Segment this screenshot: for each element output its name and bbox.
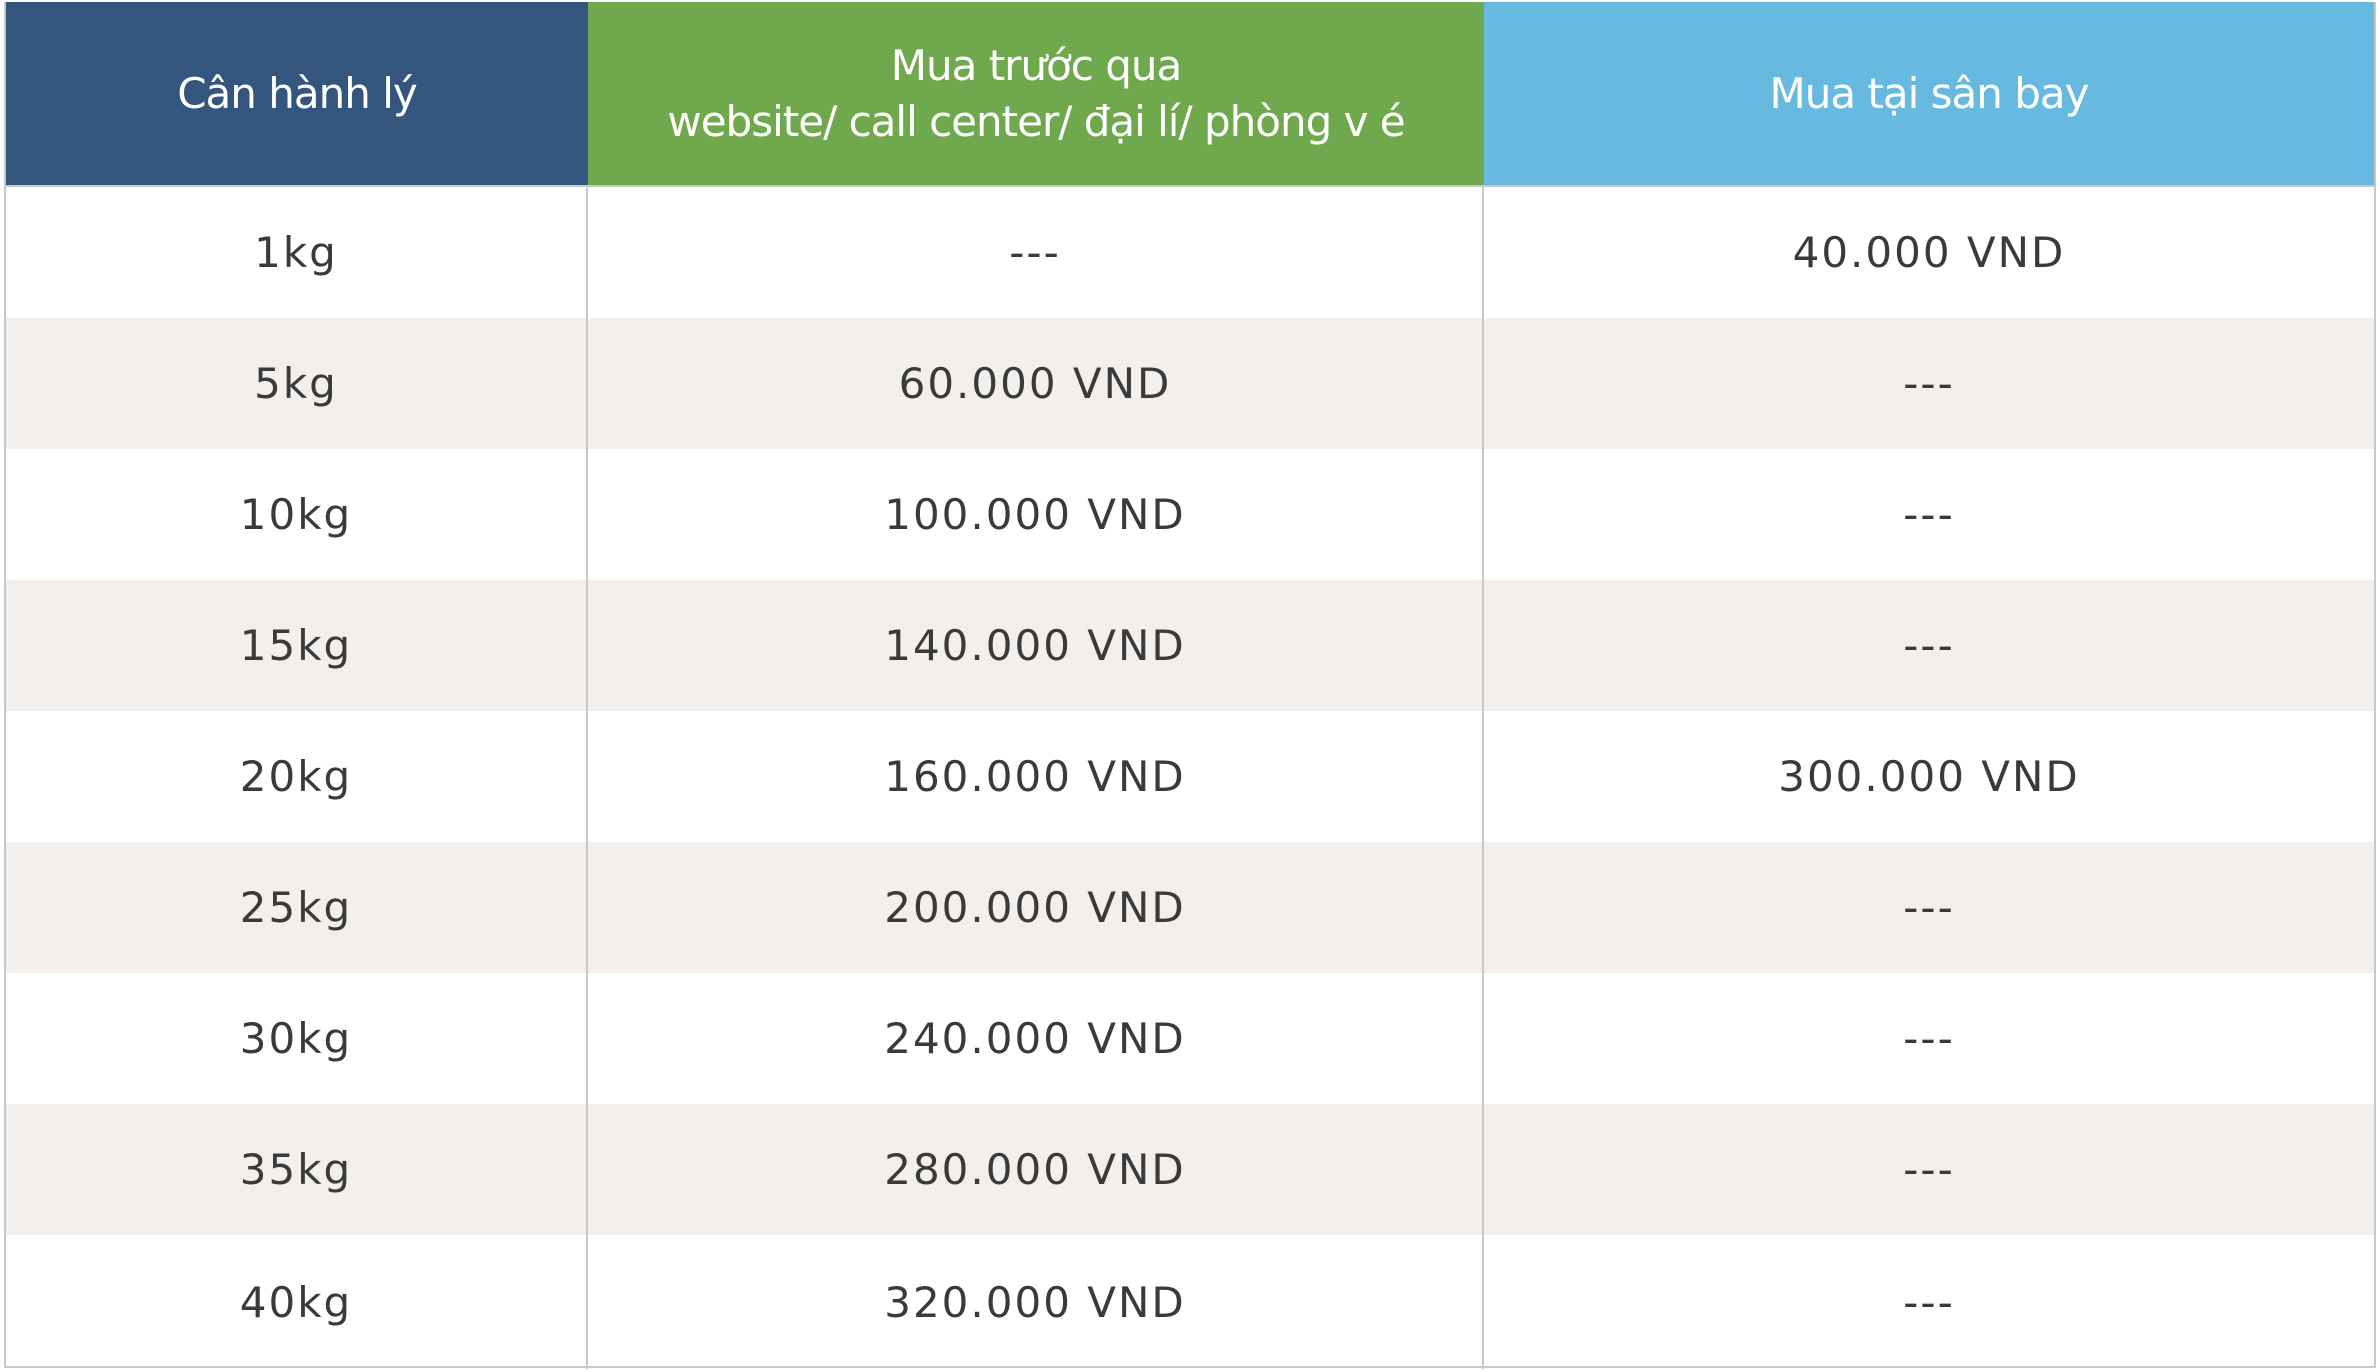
- cell-prepaid-price: 320.000 VND: [588, 1235, 1484, 1369]
- cell-prepaid-price: 60.000 VND: [588, 318, 1484, 449]
- header-prepaid-line1: Mua trước qua: [890, 40, 1182, 90]
- table-row: 20kg 160.000 VND 300.000 VND: [6, 711, 2374, 842]
- table-row: 1kg --- 40.000 VND: [6, 187, 2374, 318]
- cell-prepaid-price: 200.000 VND: [588, 842, 1484, 973]
- cell-prepaid-price: 100.000 VND: [588, 449, 1484, 580]
- cell-airport-price: ---: [1903, 621, 1955, 670]
- cell-airport-price: ---: [1903, 359, 1955, 408]
- cell-airport-price: ---: [1903, 490, 1955, 539]
- header-weight-label: Cân hành lý: [177, 68, 418, 118]
- header-prepaid: Mua trước qua website/ call center/ đại …: [588, 2, 1484, 185]
- cell-airport-price: 40.000 VND: [1792, 228, 2066, 277]
- cell-weight: 25kg: [6, 842, 588, 973]
- cell-weight: 35kg: [6, 1104, 588, 1235]
- header-airport: Mua tại sân bay: [1484, 2, 2374, 185]
- table-row: 15kg 140.000 VND ---: [6, 580, 2374, 711]
- cell-weight: 30kg: [6, 973, 588, 1104]
- cell-weight: 40kg: [6, 1235, 588, 1369]
- cell-prepaid-price: 280.000 VND: [588, 1104, 1484, 1235]
- table-row: 25kg 200.000 VND ---: [6, 842, 2374, 973]
- cell-prepaid-price: 140.000 VND: [588, 580, 1484, 711]
- cell-prepaid-price: 240.000 VND: [588, 973, 1484, 1104]
- cell-airport-price: ---: [1903, 883, 1955, 932]
- cell-weight: 5kg: [6, 318, 588, 449]
- table-row: 30kg 240.000 VND ---: [6, 973, 2374, 1104]
- table-row: 10kg 100.000 VND ---: [6, 449, 2374, 580]
- cell-weight: 20kg: [6, 711, 588, 842]
- cell-airport-price: ---: [1903, 1014, 1955, 1063]
- cell-airport-price: ---: [1903, 1277, 1955, 1327]
- cell-airport-price: ---: [1903, 1145, 1955, 1194]
- cell-prepaid-price: 160.000 VND: [588, 711, 1484, 842]
- cell-prepaid-price: ---: [588, 187, 1484, 318]
- header-prepaid-line2: website/ call center/ đại lí/ phòng v é: [667, 96, 1405, 146]
- table-row: 40kg 320.000 VND ---: [6, 1235, 2374, 1369]
- cell-weight: 1kg: [6, 187, 588, 318]
- header-weight: Cân hành lý: [6, 2, 588, 185]
- table-row: 35kg 280.000 VND ---: [6, 1104, 2374, 1235]
- baggage-price-table: Cân hành lý Mua trước qua website/ call …: [4, 2, 2376, 1369]
- cell-airport-price: 300.000 VND: [1778, 752, 2080, 801]
- cell-weight: 10kg: [6, 449, 588, 580]
- table-row: 5kg 60.000 VND ---: [6, 318, 2374, 449]
- table-header-row: Cân hành lý Mua trước qua website/ call …: [6, 2, 2374, 187]
- header-airport-label: Mua tại sân bay: [1769, 68, 2089, 118]
- cell-weight: 15kg: [6, 580, 588, 711]
